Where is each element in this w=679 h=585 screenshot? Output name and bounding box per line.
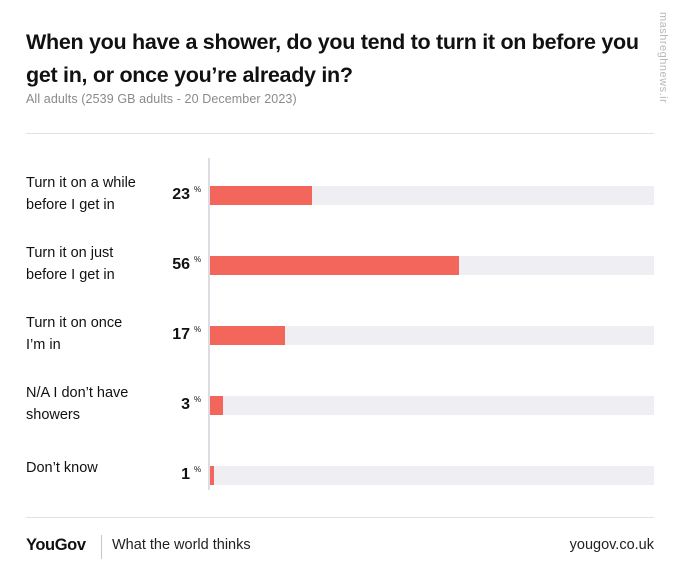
bar-track	[210, 326, 654, 345]
value-label: 3	[181, 396, 190, 413]
category-label: Turn it on once I’m in	[26, 312, 161, 356]
bar-track	[210, 186, 654, 205]
percent-sign: %	[194, 465, 202, 474]
bar	[210, 256, 459, 275]
category-label-line: N/A I don’t have	[26, 385, 129, 401]
bar	[210, 186, 312, 205]
axis-line	[208, 158, 210, 490]
footer-tagline: What the world thinks	[112, 537, 251, 553]
percent-sign: %	[194, 325, 202, 334]
bar	[210, 466, 214, 485]
category-label-line: Don’t know	[26, 460, 98, 476]
header-divider	[26, 133, 654, 134]
footer-divider	[26, 517, 654, 518]
category-label: Turn it on just before I get in	[26, 242, 161, 286]
category-label: N/A I don’t have showers	[26, 382, 161, 426]
bar-track	[210, 466, 654, 485]
chart-title: When you have a shower, do you tend to t…	[26, 30, 639, 87]
category-label-line: Turn it on once	[26, 315, 123, 331]
category-label-line: before I get in	[26, 197, 115, 213]
yougov-logo[interactable]: YouGov	[26, 536, 86, 554]
percent-sign: %	[194, 185, 202, 194]
footer-url-link[interactable]: yougov.co.uk	[569, 537, 654, 553]
bar-track	[210, 396, 654, 415]
watermark: mashreghnews.ir	[657, 12, 669, 104]
category-label-line: before I get in	[26, 267, 115, 283]
category-label-line: I’m in	[26, 337, 61, 353]
value-label: 56	[172, 256, 190, 273]
category-label-line: Turn it on a while	[26, 175, 136, 191]
value-label: 17	[172, 326, 190, 343]
category-label-line: showers	[26, 407, 80, 423]
value-label: 1	[181, 466, 190, 483]
category-label: Don’t know	[26, 457, 161, 479]
value-label: 23	[172, 186, 190, 203]
category-label: Turn it on a while before I get in	[26, 172, 161, 216]
bar	[210, 326, 285, 345]
category-label-line: Turn it on just	[26, 245, 114, 261]
footer-separator	[101, 535, 102, 559]
chart-subtitle: All adults (2539 GB adults - 20 December…	[26, 92, 297, 106]
percent-sign: %	[194, 395, 202, 404]
percent-sign: %	[194, 255, 202, 264]
bar	[210, 396, 223, 415]
